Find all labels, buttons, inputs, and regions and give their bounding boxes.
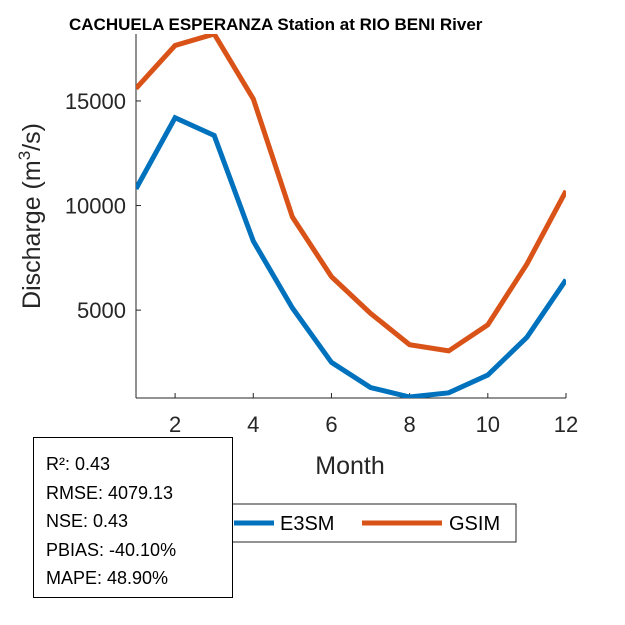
stat-mape: MAPE: 48.90%	[46, 568, 169, 588]
series-line-gsim	[136, 34, 566, 354]
x-tick-label: 4	[247, 412, 259, 437]
y-axis-label: Discharge (m3/s)	[15, 123, 46, 309]
x-axis-label: Month	[315, 452, 384, 480]
stat-r2: R²: 0.43	[46, 454, 111, 474]
plot-background	[136, 34, 566, 398]
x-tick-label: 10	[476, 412, 500, 437]
series-line-e3sm	[136, 114, 566, 398]
y-tick-label: 15000	[65, 89, 126, 114]
legend-label-e3sm: E3SM	[280, 513, 334, 535]
x-tick-label: 12	[554, 412, 578, 437]
x-tick-label: 8	[404, 412, 416, 437]
y-tick-label: 10000	[65, 194, 126, 219]
legend-label-gsim: GSIM	[449, 513, 500, 535]
x-tick-label: 6	[325, 412, 337, 437]
y-tick-label: 5000	[77, 298, 126, 323]
chart-title: CACHUELA ESPERANZA Station at RIO BENI R…	[69, 15, 483, 34]
x-tick-label: 2	[169, 412, 181, 437]
stat-rmse: RMSE: 4079.13	[46, 482, 174, 503]
stat-nse: NSE: 0.43	[46, 511, 129, 531]
stat-pbias: PBIAS: -40.10%	[46, 539, 177, 560]
stats-box: R²: 0.43 RMSE: 4079.13 NSE: 0.43 PBIAS: …	[33, 437, 233, 598]
